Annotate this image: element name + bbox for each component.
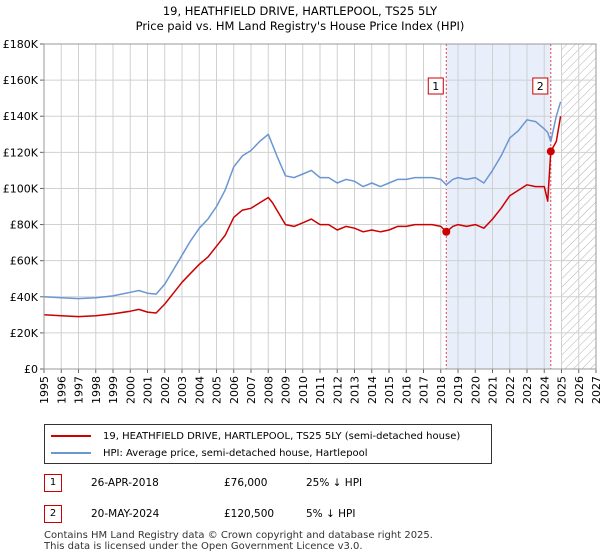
plot-frame bbox=[43, 43, 597, 370]
sale-row: 1 26-APR-2018 £76,000 25% ↓ HPI bbox=[44, 474, 464, 494]
footer-licence: This data is licensed under the Open Gov… bbox=[44, 541, 363, 552]
chart-title: 19, HEATHFIELD DRIVE, HARTLEPOOL, TS25 5… bbox=[0, 4, 600, 34]
sale-label-box bbox=[427, 77, 444, 95]
x-tick-label: 2016 bbox=[400, 376, 413, 404]
x-tick-label: 2022 bbox=[504, 376, 517, 404]
x-tick-label: 2004 bbox=[193, 376, 206, 404]
sale-row: 2 20-MAY-2024 £120,500 5% ↓ HPI bbox=[44, 505, 464, 525]
x-tick-label: 2026 bbox=[573, 376, 586, 404]
x-tick-label: 2008 bbox=[262, 376, 275, 404]
legend: 19, HEATHFIELD DRIVE, HARTLEPOOL, TS25 5… bbox=[44, 424, 492, 464]
x-tick-label: 1998 bbox=[90, 376, 103, 404]
x-tick-label: 2006 bbox=[228, 376, 241, 404]
x-tick-label: 1997 bbox=[73, 376, 86, 404]
x-tick-label: 2001 bbox=[142, 376, 155, 404]
x-tick-label: 2018 bbox=[435, 376, 448, 404]
x-tick-label: 2010 bbox=[297, 376, 310, 404]
x-tick-label: 1999 bbox=[107, 376, 120, 404]
sale-label-box bbox=[532, 77, 549, 95]
footer: Contains HM Land Registry data © Crown c… bbox=[44, 530, 433, 552]
ownership-shade bbox=[446, 44, 551, 369]
x-tick-label: 2003 bbox=[176, 376, 189, 404]
sale-date: 26-APR-2018 bbox=[91, 477, 159, 489]
x-tick-label: 2025 bbox=[556, 376, 569, 404]
x-tick-label: 2012 bbox=[331, 376, 344, 404]
sale-badge: 1 bbox=[44, 474, 62, 492]
sale-hpi-diff: 25% ↓ HPI bbox=[306, 477, 363, 489]
y-tick-label: £80K bbox=[10, 219, 39, 232]
y-tick-label: £180K bbox=[3, 38, 39, 51]
legend-item-hpi: HPI: Average price, semi-detached house,… bbox=[51, 445, 368, 461]
x-tick-label: 2019 bbox=[452, 376, 465, 404]
x-tick-label: 2027 bbox=[590, 376, 600, 404]
price-chart: 1 2 1995 1996 1997 1998 1999 2000 2001 2002 2003 2… bbox=[3, 38, 600, 404]
title-line-1: 19, HEATHFIELD DRIVE, HARTLEPOOL, TS25 5… bbox=[162, 4, 438, 18]
x-tick-label: 2007 bbox=[245, 376, 258, 404]
x-tick-label: 2009 bbox=[280, 376, 293, 404]
y-tick-label: £160K bbox=[3, 74, 39, 87]
x-tick-label: 2013 bbox=[349, 376, 362, 404]
x-tick-label: 2015 bbox=[383, 376, 396, 404]
x-tick-label: 2005 bbox=[211, 376, 224, 404]
sale-point bbox=[442, 227, 451, 236]
y-tick-label: £40K bbox=[10, 291, 39, 304]
x-tick-label: 2014 bbox=[366, 376, 379, 404]
x-tick-label: 1996 bbox=[55, 376, 68, 404]
legend-item-property: 19, HEATHFIELD DRIVE, HARTLEPOOL, TS25 5… bbox=[51, 428, 460, 444]
legend-swatch-blue bbox=[51, 452, 91, 454]
x-tick-label: 2020 bbox=[469, 376, 482, 404]
legend-swatch-red bbox=[51, 435, 91, 437]
series-line-hpi bbox=[44, 101, 562, 300]
sale-hpi-diff: 5% ↓ HPI bbox=[306, 508, 356, 520]
x-tick-label: 2017 bbox=[418, 376, 431, 404]
x-tick-label: 2023 bbox=[521, 376, 534, 404]
x-tick-label: 2021 bbox=[487, 376, 500, 404]
sale-price: £120,500 bbox=[224, 508, 275, 520]
sale-label-text: 2 bbox=[537, 80, 544, 93]
legend-label-property: 19, HEATHFIELD DRIVE, HARTLEPOOL, TS25 5… bbox=[103, 430, 461, 442]
y-tick-label: £60K bbox=[10, 255, 39, 268]
footer-copyright: Contains HM Land Registry data © Crown c… bbox=[44, 530, 433, 541]
x-tick-label: 2011 bbox=[314, 376, 327, 404]
legend-label-hpi: HPI: Average price, semi-detached house,… bbox=[103, 447, 368, 459]
y-tick-label: £120K bbox=[3, 146, 39, 159]
x-tick-label: 2000 bbox=[124, 376, 137, 404]
y-tick-label: £100K bbox=[3, 182, 39, 195]
y-tick-label: £140K bbox=[3, 110, 39, 123]
y-tick-label: £0 bbox=[24, 363, 38, 376]
x-tick-label: 1995 bbox=[38, 376, 51, 404]
y-tick-label: £20K bbox=[10, 327, 39, 340]
sale-point bbox=[546, 147, 555, 156]
series-line-property bbox=[44, 116, 562, 318]
title-line-2: Price paid vs. HM Land Registry's House … bbox=[135, 19, 465, 33]
x-tick-label: 2002 bbox=[159, 376, 172, 404]
sale-label-text: 1 bbox=[432, 80, 439, 93]
x-tick-label: 2024 bbox=[538, 376, 551, 404]
sale-price: £76,000 bbox=[224, 477, 268, 489]
sale-badge: 2 bbox=[44, 505, 62, 523]
sale-date: 20-MAY-2024 bbox=[91, 508, 160, 520]
